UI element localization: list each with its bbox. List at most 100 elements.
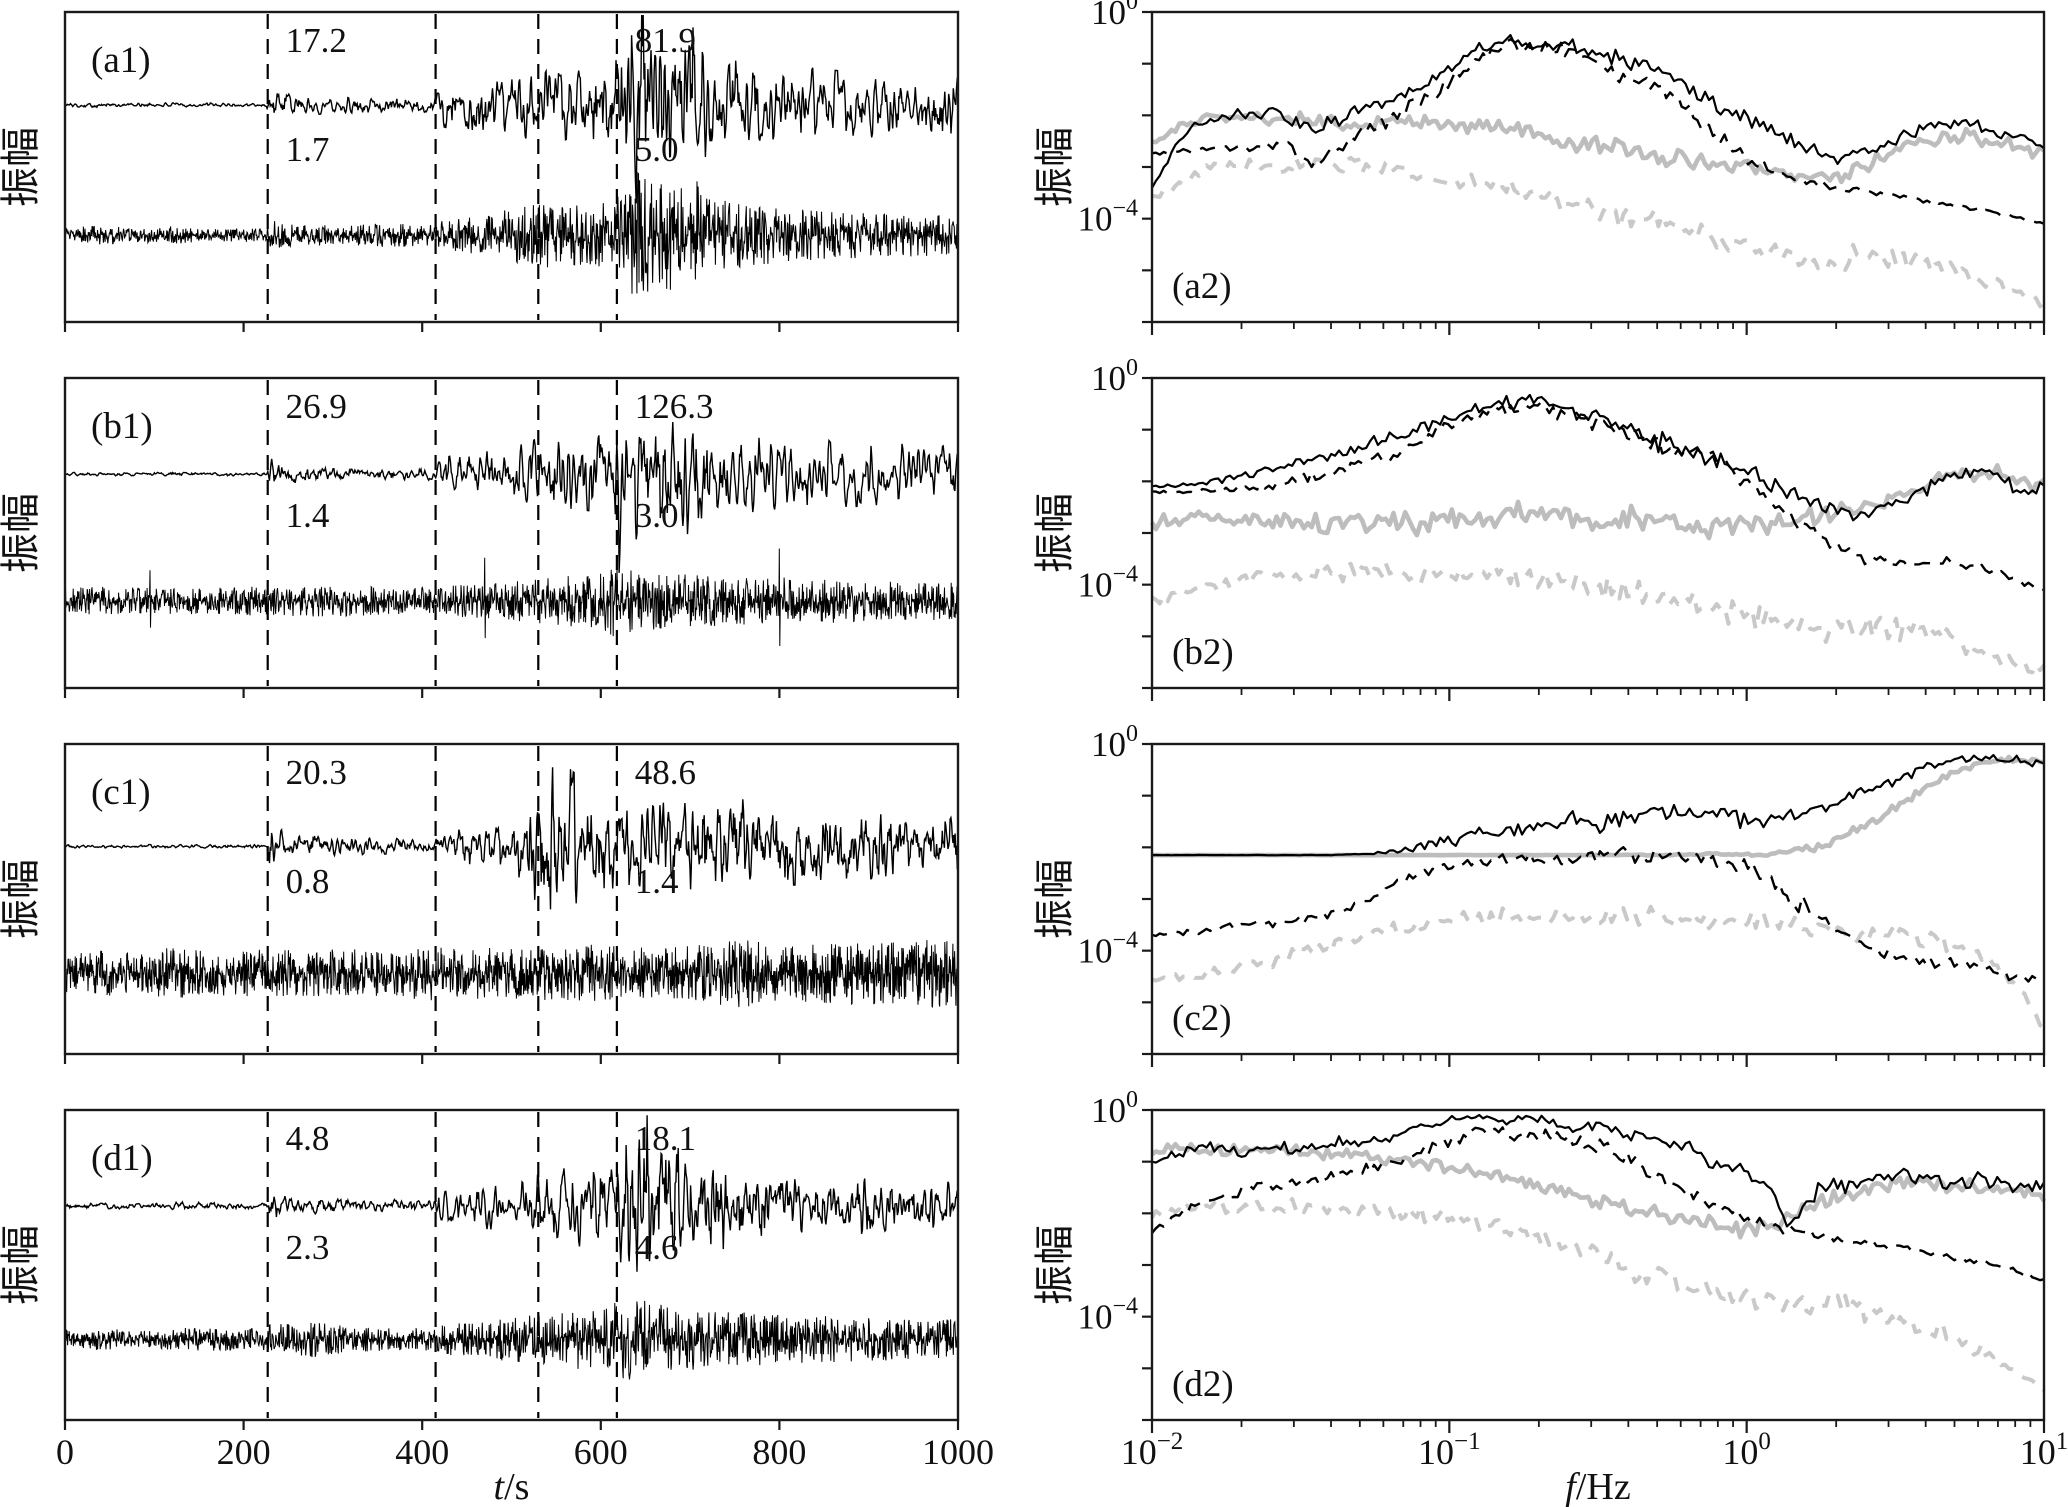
spectrum-gray-solid-d2 <box>1150 1141 2046 1240</box>
amplitude-annotation-a1: 1.7 <box>286 130 330 169</box>
panel-label-d2: (d2) <box>1172 1364 1234 1405</box>
amplitude-annotation-d1: 18.1 <box>635 1119 696 1158</box>
amplitude-annotation-d1: 2.3 <box>286 1228 330 1267</box>
y-ticks-b2 <box>1142 376 1152 690</box>
x-tick-label: 400 <box>395 1432 449 1472</box>
panel-label-b2: (b2) <box>1172 632 1234 673</box>
panel-label-a1: (a1) <box>91 40 151 81</box>
y-tick-label-a2: 100 <box>1091 0 1138 32</box>
waveform-raw-trace-d1 <box>64 1300 959 1380</box>
amplitude-annotation-a1: 81.9 <box>635 21 696 60</box>
y-axis-label-b1: 振幅 <box>0 493 43 573</box>
x-ticks-d1 <box>63 1420 960 1430</box>
y-axis-label-c1: 振幅 <box>0 859 43 939</box>
panel-d2: (d2) 100 10−4振幅 <box>1032 1087 2046 1433</box>
panel-a2: (a2) 100 10−4振幅 <box>1032 0 2046 335</box>
panel-c1: 20.3 48.6 0.8 1.4 (c1) 振幅 <box>0 742 960 1064</box>
spectrum-black-solid-d2 <box>1151 1113 2045 1228</box>
x-tick-label: 100 <box>1722 1428 1771 1472</box>
spectrum-gray-dashed-d2 <box>1150 1197 2046 1392</box>
x-tick-label: 10−2 <box>1121 1428 1184 1472</box>
panel-label-b1: (b1) <box>91 406 153 447</box>
y-tick-label-c2: 100 <box>1091 721 1138 764</box>
y-tick-label-b2: 100 <box>1091 355 1138 398</box>
x-ticks-d2 <box>1150 1420 2046 1433</box>
panel-frame-c1 <box>63 742 960 1056</box>
spectrum-black-solid-a2 <box>1151 34 2045 189</box>
panel-label-c1: (c1) <box>91 772 151 813</box>
x-ticks-b1 <box>63 688 960 698</box>
amplitude-annotation-d1: 4.8 <box>286 1119 330 1158</box>
waveform-denoised-trace-d1 <box>64 1115 959 1272</box>
waveform-denoised-trace-a1 <box>64 14 959 204</box>
amplitude-annotation-c1: 20.3 <box>286 753 347 792</box>
x-axis-title-time: t/s <box>494 1466 530 1507</box>
amplitude-annotation-b1: 3.0 <box>635 496 679 535</box>
amplitude-annotation-b1: 126.3 <box>635 387 714 426</box>
x-ticks-c2 <box>1150 1054 2046 1067</box>
spectrum-gray-solid-c2 <box>1152 754 2045 859</box>
spectrum-black-dashed-a2 <box>1151 38 2045 225</box>
spectrum-gray-dashed-c2 <box>1151 904 2046 1030</box>
y-ticks-c2 <box>1142 742 1152 1056</box>
panel-c2: (c2) 100 10−4振幅 <box>1032 721 2046 1067</box>
x-tick-label: 800 <box>752 1432 806 1472</box>
amplitude-annotation-b1: 26.9 <box>286 387 347 426</box>
amplitude-annotation-d1: 4.6 <box>635 1228 679 1267</box>
spectrum-black-solid-b2 <box>1151 393 2045 522</box>
spectrum-black-dashed-c2 <box>1151 846 2045 985</box>
y-ticks-a2 <box>1142 10 1152 324</box>
panel-d1: 4.8 18.1 2.3 4.6 (d1) 振幅 <box>0 1108 960 1430</box>
panel-frame-d1 <box>63 1108 960 1422</box>
panel-frame-c2 <box>1150 742 2046 1056</box>
x-tick-label: 10−1 <box>1418 1428 1481 1472</box>
panel-frame-a2 <box>1150 10 2046 324</box>
panel-b2: (b2) 100 10−4振幅 <box>1032 355 2046 701</box>
waveform-denoised-trace-c1 <box>64 767 959 910</box>
spectrum-black-solid-c2 <box>1151 754 2045 857</box>
x-tick-label: 101 <box>2020 1428 2068 1472</box>
right-x-axis-labels: 10−2 10−1 100 101 f/Hz <box>1121 1428 2068 1507</box>
panel-label-a2: (a2) <box>1172 266 1232 307</box>
y-axis-label-d1: 振幅 <box>0 1225 43 1305</box>
amplitude-annotation-a1: 17.2 <box>286 21 347 60</box>
panel-frame-b1 <box>63 376 960 690</box>
spectrum-gray-dashed-b2 <box>1150 561 2046 675</box>
x-ticks-b2 <box>1150 688 2046 701</box>
panel-label-d1: (d1) <box>91 1138 153 1179</box>
waveform-denoised-trace-b1 <box>65 421 959 573</box>
amplitude-annotation-c1: 0.8 <box>286 862 330 901</box>
y-axis-label-d2: 振幅 <box>1032 1225 1077 1305</box>
x-tick-label: 200 <box>217 1432 271 1472</box>
amplitude-annotation-c1: 48.6 <box>635 753 696 792</box>
y-tick-label-c2: 10−4 <box>1077 928 1138 971</box>
y-ticks-d2 <box>1142 1108 1152 1422</box>
x-tick-label: 0 <box>56 1432 74 1472</box>
panel-frame-a1 <box>63 10 960 324</box>
x-axis-title-frequency: f/Hz <box>1565 1466 1630 1507</box>
amplitude-annotation-b1: 1.4 <box>286 496 330 535</box>
x-ticks-c1 <box>63 1054 960 1064</box>
spectrum-gray-dashed-a2 <box>1151 155 2046 309</box>
y-tick-label-d2: 100 <box>1091 1087 1138 1130</box>
waveform-raw-trace-a1 <box>64 171 959 294</box>
amplitude-annotation-a1: 5.0 <box>635 130 679 169</box>
y-axis-label-c2: 振幅 <box>1032 859 1077 939</box>
spectrum-gray-solid-a2 <box>1151 110 2046 185</box>
left-x-axis-labels: 0 200 400 600 800 1000 t/s <box>56 1432 994 1507</box>
panel-frame-b2 <box>1150 376 2046 690</box>
spectrum-gray-solid-b2 <box>1150 463 2046 541</box>
spectrum-black-dashed-b2 <box>1151 400 2045 592</box>
x-tick-label: 600 <box>574 1432 628 1472</box>
y-axis-label-a1: 振幅 <box>0 127 43 207</box>
x-tick-label: 1000 <box>922 1432 994 1472</box>
y-axis-label-a2: 振幅 <box>1032 127 1077 207</box>
x-ticks-a1 <box>63 322 960 332</box>
x-ticks-a2 <box>1150 322 2046 335</box>
y-tick-label-a2: 10−4 <box>1077 196 1138 239</box>
y-tick-label-d2: 10−4 <box>1077 1294 1138 1337</box>
y-axis-label-b2: 振幅 <box>1032 493 1077 573</box>
waveform-raw-trace-c1 <box>64 940 959 1008</box>
panel-a1: 17.2 81.9 1.7 5.0 (a1) 振幅 <box>0 10 960 332</box>
